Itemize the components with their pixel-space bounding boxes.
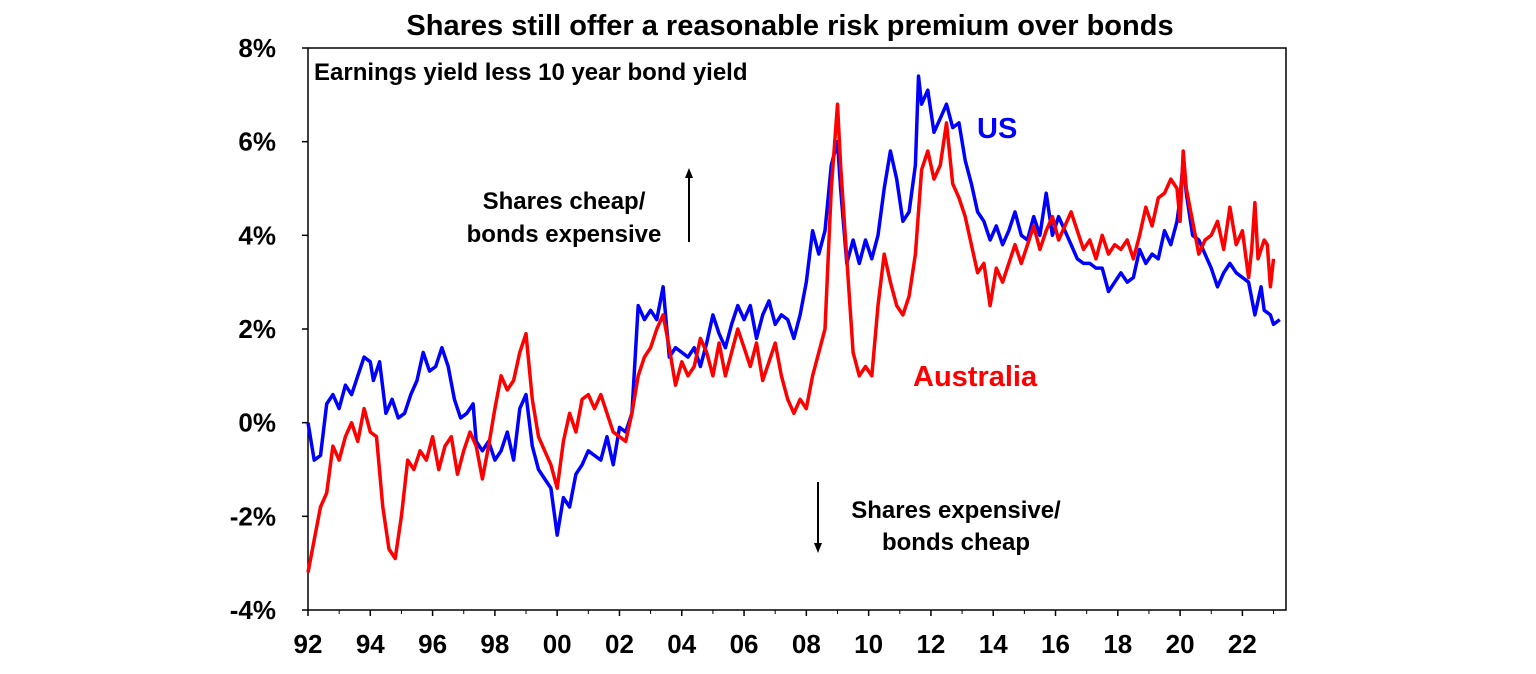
series-line-us: [306, 74, 1281, 537]
y-tick-label: -2%: [230, 501, 276, 531]
x-axis: 92 94 96 98 00 02 04 06 08 10 12 14 16 18 20 22: [294, 610, 1275, 659]
x-tick-label: 04: [667, 629, 696, 659]
y-tick-label: 8%: [238, 33, 276, 63]
y-tick-label: 2%: [238, 314, 276, 344]
series-label-australia: Australia: [913, 361, 1038, 393]
x-tick-label: 08: [792, 629, 821, 659]
y-tick-label: 4%: [238, 220, 276, 250]
annotation-cheap-line1: Shares cheap/: [483, 188, 646, 215]
x-tick-label: 02: [605, 629, 634, 659]
series-label-us: US: [977, 113, 1017, 145]
arrow-up-icon: [685, 168, 693, 242]
x-tick-label: 12: [916, 629, 945, 659]
x-tick-label: 18: [1103, 629, 1132, 659]
x-tick-label: 92: [294, 629, 323, 659]
x-tick-label: 16: [1041, 629, 1070, 659]
annotation-expensive-line2: bonds cheap: [882, 529, 1030, 556]
y-tick-label: -4%: [230, 595, 276, 625]
annotation-expensive-line1: Shares expensive/: [851, 497, 1061, 524]
series-line-australia: [306, 102, 1276, 573]
annotation-cheap-line2: bonds expensive: [467, 221, 662, 248]
x-tick-label: 10: [854, 629, 883, 659]
x-tick-label: 06: [730, 629, 759, 659]
arrow-down-icon: [814, 482, 822, 553]
series-lines: [306, 74, 1281, 573]
x-tick-label: 14: [979, 629, 1008, 659]
chart-title: Shares still offer a reasonable risk pre…: [406, 10, 1173, 42]
chart-subtitle: Earnings yield less 10 year bond yield: [314, 59, 748, 86]
y-tick-label: 6%: [238, 127, 276, 157]
x-tick-label: 96: [418, 629, 447, 659]
x-tick-label: 20: [1166, 629, 1195, 659]
y-axis: -4% -2% 0% 2% 4% 6% 8%: [230, 33, 308, 625]
x-tick-label: 22: [1228, 629, 1257, 659]
x-tick-label: 00: [543, 629, 572, 659]
x-tick-label: 94: [356, 629, 385, 659]
x-tick-label: 98: [480, 629, 509, 659]
y-tick-label: 0%: [238, 408, 276, 438]
